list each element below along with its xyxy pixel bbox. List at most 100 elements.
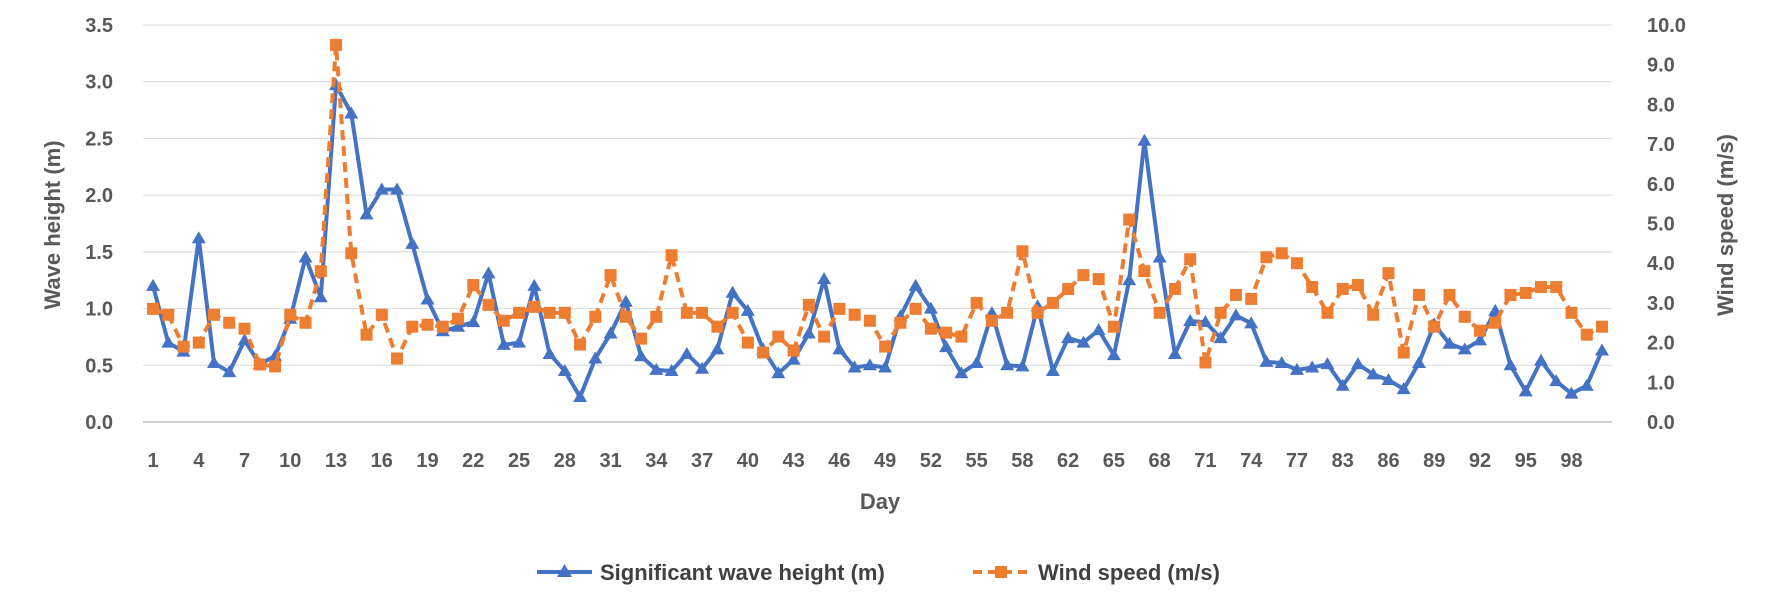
y-left-tick-label: 2.5 [85,128,113,150]
wind-speed-point [558,306,571,319]
wave-height-point [1396,382,1411,395]
wave-height-point [1366,367,1381,380]
wind-speed-point [879,340,892,353]
wind-speed-point [726,306,739,319]
wind-speed-point [314,265,327,278]
series-wind-speed [147,38,1608,373]
wave-height-point [634,349,649,362]
x-tick-label: 43 [782,450,804,472]
y-right-tick-label: 10.0 [1647,15,1686,37]
y-right-tick-label: 5.0 [1647,214,1675,236]
wind-speed-point [1367,308,1380,321]
wave-height-point [557,363,572,376]
y-left-tick-label: 0.0 [85,412,113,434]
wave-height-point [649,362,664,375]
wave-height-point [603,326,618,339]
wind-speed-point [269,360,282,373]
wave-height-point [466,315,481,328]
x-tick-label: 49 [874,450,896,472]
y-right-tick-label: 2.0 [1647,333,1675,355]
wind-speed-point [1290,257,1303,270]
wind-speed-point [497,314,510,327]
wind-speed-point [1397,346,1410,359]
wind-speed-point [1001,306,1014,319]
wind-speed-point [772,330,785,343]
wind-speed-point [1351,279,1364,292]
x-tick-label: 37 [691,450,713,472]
wave-height-point [1259,354,1274,367]
wave-height-point [1503,358,1518,371]
wave-height-point [695,361,710,374]
legend-wind-marker [995,566,1007,578]
wind-speed-point [1534,281,1547,294]
x-axis-title: Day [860,489,901,514]
wind-speed-point [1596,320,1608,333]
wave-height-point [969,356,984,369]
y-axis-left-title: Wave height (m) [40,140,65,309]
wind-speed-point [238,322,251,335]
wave-height-point [1244,316,1259,329]
wind-speed-point [665,249,678,262]
wave-height-point [1579,378,1594,391]
x-tick-label: 1 [147,450,158,472]
wind-speed-point [1031,306,1044,319]
y-left-tick-label: 3.5 [85,15,113,37]
y-left-tick-label: 1.5 [85,242,113,264]
wind-speed-point [1458,310,1471,323]
wave-height-point [527,278,542,291]
wind-speed-line [152,42,1603,369]
wind-speed-point [543,306,556,319]
wind-speed-point [1138,265,1151,278]
wind-speed-point [192,336,205,349]
wave-height-point [954,366,969,379]
wave-height-point [771,366,786,379]
wind-speed-point [467,279,480,292]
wind-speed-point [894,316,907,329]
legend: Significant wave height (m) Wind speed (… [537,560,1220,585]
y-right-tick-label: 7.0 [1647,134,1675,156]
wind-speed-point [482,298,495,311]
x-tick-label: 10 [279,450,301,472]
x-tick-label: 55 [966,450,988,472]
y-left-tick-label: 1.0 [85,299,113,321]
wave-height-point [664,363,679,376]
wave-height-point [1564,386,1579,399]
wave-height-point [1167,346,1182,359]
x-tick-label: 89 [1423,450,1445,472]
wave-height-point [923,301,938,314]
wind-speed-point [1489,316,1502,329]
wind-speed-point [208,308,221,321]
y-right-tick-label: 9.0 [1647,55,1675,77]
wave-height-point [313,290,328,303]
wind-speed-point [757,346,770,359]
wave-height-point [1106,348,1121,361]
wave-height-point [1305,360,1320,373]
wind-speed-point [589,310,602,323]
wave-height-point [939,340,954,353]
wind-speed-point [253,358,266,371]
x-tick-label: 28 [554,450,576,472]
wind-speed-point [1382,267,1395,280]
x-tick-label: 95 [1515,450,1537,472]
legend-wave-label: Significant wave height (m) [600,560,885,585]
x-tick-label: 62 [1057,450,1079,472]
y-left-tick-label: 2.0 [85,185,113,207]
wave-height-point [222,365,237,378]
wave-height-point [1137,133,1152,146]
y-right-tick-label: 3.0 [1647,293,1675,315]
wave-height-point [420,292,435,305]
y-axis-right-ticks: 0.0 1.0 2.0 3.0 4.0 5.0 6.0 7.0 8.0 9.0 10.0 [1647,15,1686,434]
wind-speed-point [741,336,754,349]
wave-height-point [1350,357,1365,370]
wind-speed-point [1245,292,1258,305]
legend-item-wave: Significant wave height (m) [537,560,885,585]
wind-speed-point [711,320,724,333]
y-right-tick-label: 1.0 [1647,372,1675,394]
wave-height-point [1198,315,1213,328]
x-tick-label: 40 [737,450,759,472]
wind-speed-point [1046,296,1059,309]
x-tick-label: 7 [239,450,250,472]
wind-speed-point [1077,269,1090,282]
wave-height-point [481,266,496,279]
